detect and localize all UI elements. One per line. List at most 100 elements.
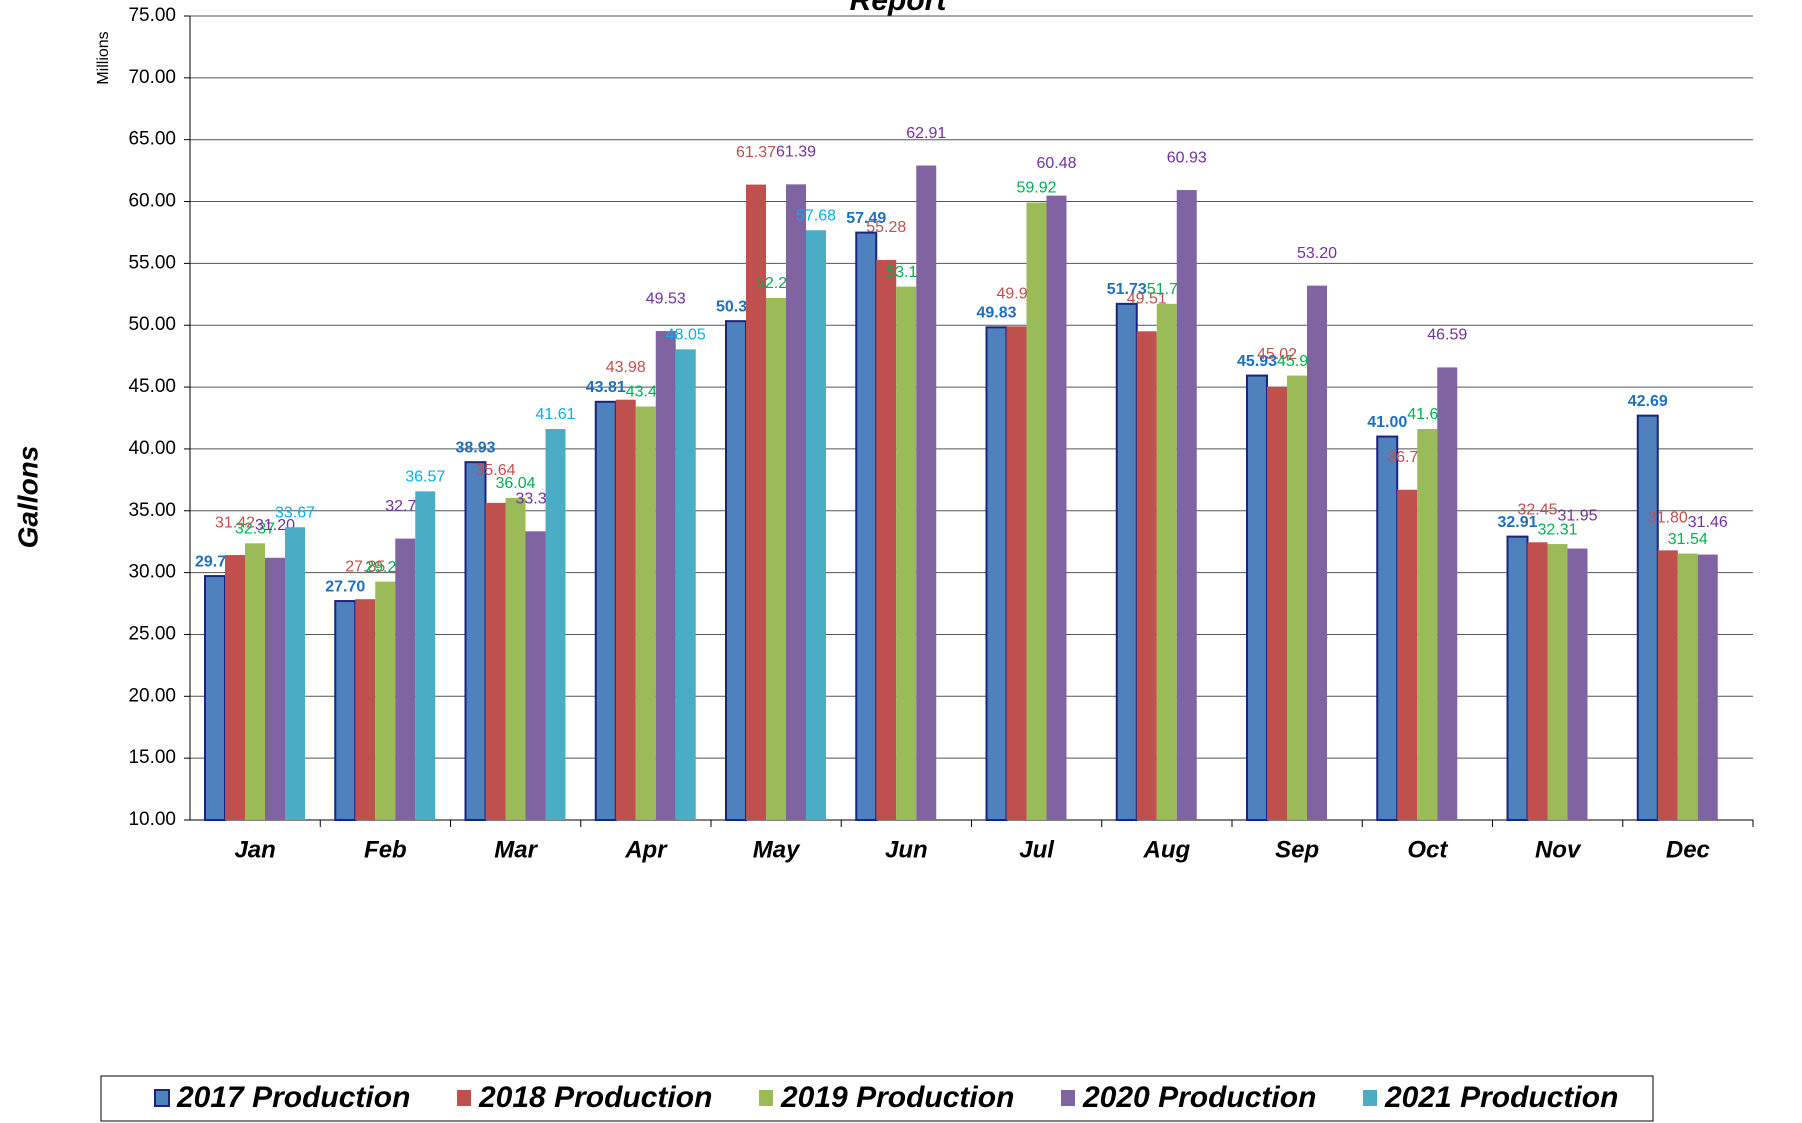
- value-label: 32.37: [235, 521, 275, 538]
- bar: [916, 165, 937, 820]
- legend-swatch: [154, 1089, 170, 1107]
- bar: [1115, 302, 1138, 822]
- value-label: 49.51: [1127, 291, 1167, 308]
- bar: [1307, 285, 1327, 820]
- value-label: 42.69: [1628, 393, 1668, 410]
- x-tick-label: Sep: [1275, 836, 1319, 863]
- value-label: 62.91: [906, 125, 946, 142]
- bar: [1657, 550, 1678, 820]
- value-label: 61.37: [736, 144, 776, 161]
- bar: [1136, 331, 1157, 820]
- bar: [1677, 553, 1698, 820]
- value-label: 31.80: [1648, 510, 1688, 527]
- bar: [1437, 367, 1458, 820]
- bar: [1527, 542, 1548, 820]
- value-label: 35.64: [475, 462, 515, 479]
- bar: [545, 429, 566, 820]
- x-tick-label: Aug: [1143, 836, 1191, 863]
- legend-label: 2019 Production: [780, 1081, 1014, 1114]
- x-tick-label: Nov: [1535, 836, 1582, 863]
- bar: [1417, 429, 1438, 820]
- bar: [896, 286, 917, 820]
- legend-label: 2017 Production: [176, 1081, 410, 1114]
- y-tick-label: 20.00: [128, 685, 176, 706]
- value-label: 60.93: [1167, 149, 1207, 166]
- x-tick-label: Feb: [364, 836, 407, 863]
- bar: [594, 400, 617, 821]
- value-label: 53.20: [1297, 245, 1337, 262]
- bar: [1547, 544, 1568, 820]
- value-label: 33.67: [275, 504, 315, 521]
- bar: [464, 461, 487, 821]
- bar: [876, 259, 897, 820]
- value-label: 31.54: [1668, 531, 1708, 548]
- value-label: 51.73: [1107, 281, 1147, 298]
- bar: [505, 497, 526, 820]
- y-tick-label: 40.00: [128, 438, 176, 459]
- value-label: 57.68: [796, 207, 836, 224]
- bar: [786, 184, 806, 821]
- value-label: 41.00: [1367, 414, 1407, 431]
- bar: [1156, 303, 1177, 820]
- y-tick-label: 30.00: [128, 562, 176, 583]
- bar: [1376, 435, 1399, 821]
- legend-swatch: [1061, 1090, 1075, 1106]
- value-label: 45.93: [1237, 353, 1277, 370]
- value-label: 27.85: [345, 558, 385, 575]
- legend-label: 2020 Production: [1082, 1081, 1316, 1114]
- bar: [766, 297, 786, 820]
- bar: [334, 600, 357, 822]
- y-tick-label: 55.00: [128, 252, 176, 273]
- y-tick-label: 15.00: [128, 747, 176, 768]
- value-label: 41.61: [535, 406, 575, 423]
- bar: [1287, 375, 1307, 820]
- legend-swatch: [1363, 1090, 1377, 1106]
- x-tick-label: Dec: [1666, 836, 1710, 863]
- bar: [1026, 202, 1047, 820]
- value-label: 57.49: [846, 210, 886, 227]
- legend-label: 2018 Production: [478, 1081, 712, 1114]
- value-label: 60.48: [1036, 155, 1076, 172]
- bar: [395, 538, 416, 820]
- value-label: 43.98: [606, 359, 646, 376]
- y-tick-label: 70.00: [128, 67, 176, 88]
- y-tick-label: 10.00: [128, 809, 176, 830]
- y-tick-label: 75.00: [128, 5, 176, 26]
- x-tick-label: May: [753, 836, 801, 863]
- y-tick-label: 60.00: [128, 191, 176, 212]
- bar: [485, 502, 506, 820]
- value-label: 59.92: [1016, 180, 1056, 197]
- bar: [375, 581, 396, 820]
- value-label: 31.46: [1688, 514, 1728, 531]
- value-label: 32.31: [1537, 521, 1577, 538]
- bar: [415, 491, 436, 820]
- legend-swatch: [759, 1090, 773, 1106]
- bar: [1246, 374, 1268, 821]
- bar: [225, 555, 245, 820]
- x-tick-label: Oct: [1407, 836, 1448, 863]
- value-label: 38.93: [455, 439, 495, 456]
- y-axis-label: Gallons: [12, 446, 43, 549]
- value-label: 36.57: [405, 469, 445, 486]
- value-label: 36.04: [495, 475, 535, 492]
- y-units-label: Millions: [95, 31, 112, 84]
- y-tick-label: 50.00: [128, 314, 176, 335]
- bar: [265, 557, 285, 820]
- bar: [1046, 195, 1067, 821]
- bar: [615, 399, 636, 820]
- bar: [746, 184, 766, 820]
- bar: [855, 231, 878, 822]
- bar: [1006, 326, 1027, 820]
- value-label: 31.42: [215, 514, 255, 531]
- y-tick-label: 25.00: [128, 623, 176, 644]
- value-label: 32.45: [1517, 502, 1557, 519]
- bar: [1397, 489, 1418, 820]
- chart-title: Report: [850, 0, 949, 17]
- y-tick-label: 35.00: [128, 500, 176, 521]
- value-label: 49.53: [646, 290, 686, 307]
- bar: [675, 349, 696, 820]
- legend-box: [100, 1075, 1654, 1122]
- x-tick-label: Jul: [1019, 836, 1055, 863]
- value-label: 55.28: [866, 219, 906, 236]
